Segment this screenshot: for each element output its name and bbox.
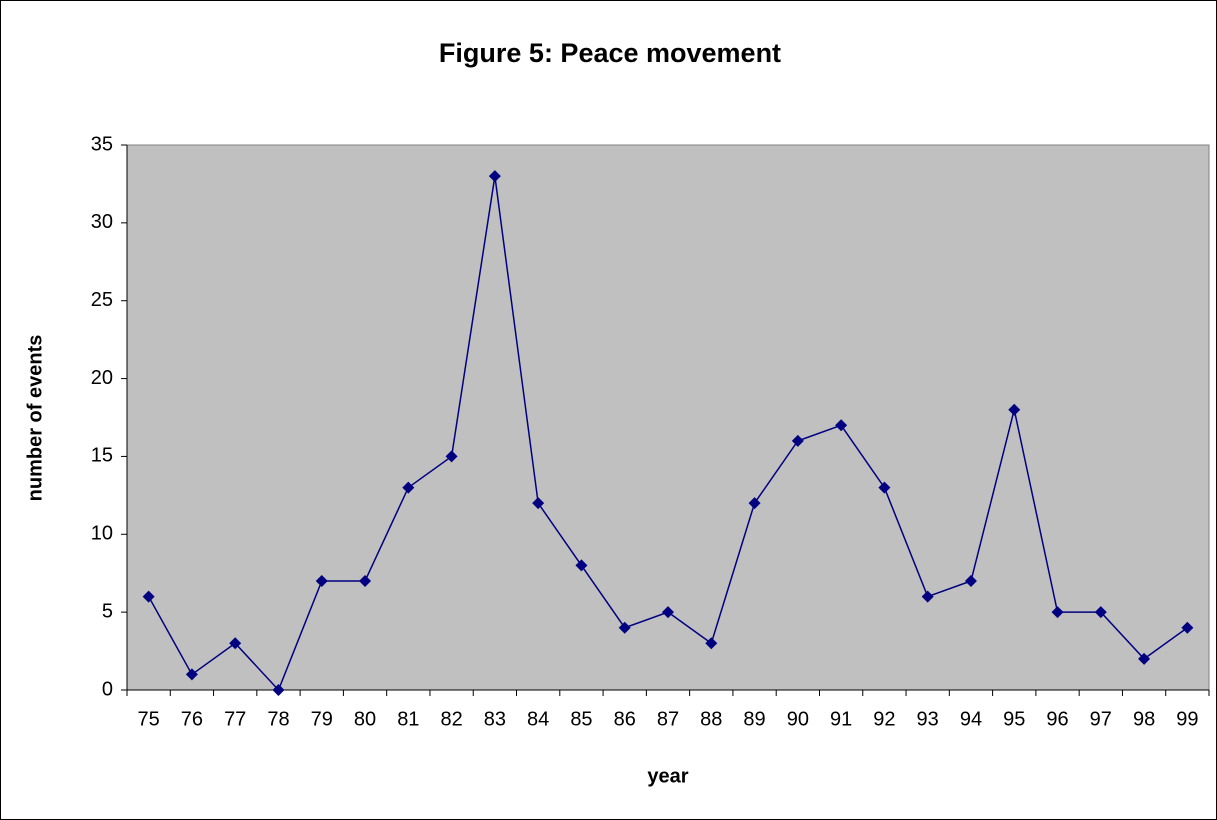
x-tick-label: 84 [527, 708, 549, 730]
x-tick-label: 76 [181, 708, 203, 730]
data-point [791, 434, 804, 447]
y-tick-label: 25 [91, 289, 113, 311]
y-tick-label: 0 [102, 678, 113, 700]
data-point [229, 637, 242, 650]
x-tick-label: 89 [743, 708, 765, 730]
data-point [1094, 606, 1107, 619]
data-point [748, 497, 761, 510]
x-tick-label: 78 [267, 708, 289, 730]
x-tick-label: 98 [1133, 708, 1155, 730]
y-tick-label: 10 [91, 523, 113, 545]
x-tick-label: 82 [440, 708, 462, 730]
data-point [359, 575, 372, 587]
x-tick-label: 85 [570, 708, 592, 730]
data-point [532, 497, 545, 510]
x-tick-label: 91 [830, 708, 852, 730]
y-tick-label: 15 [91, 445, 113, 467]
chart-title: Figure 5: Peace movement [439, 38, 781, 68]
data-point [618, 621, 631, 634]
data-point [445, 450, 458, 463]
data-point [662, 606, 674, 619]
x-tick-label: 83 [484, 708, 506, 730]
data-point [1138, 652, 1151, 665]
data-point [878, 481, 891, 494]
x-tick-label: 92 [873, 708, 895, 730]
x-tick-label: 97 [1090, 708, 1112, 730]
data-point [705, 637, 718, 650]
data-point [1008, 403, 1021, 416]
data-point [315, 575, 328, 587]
x-tick-label: 79 [311, 708, 333, 730]
data-point [142, 590, 155, 603]
y-tick-label: 30 [91, 211, 113, 233]
x-tick-label: 75 [138, 708, 160, 730]
data-point [185, 668, 198, 681]
data-point [964, 575, 977, 587]
data-point [835, 419, 848, 432]
x-tick-label: 94 [960, 708, 982, 730]
data-point [402, 481, 415, 494]
x-axis-label: year [647, 765, 688, 787]
x-tick-label: 99 [1176, 708, 1198, 730]
x-tick-label: 77 [224, 708, 246, 730]
y-axis-label: number of events [24, 335, 46, 502]
data-point [488, 170, 501, 183]
x-tick-label: 95 [1003, 708, 1025, 730]
x-tick-label: 80 [354, 708, 376, 730]
data-point [575, 559, 588, 572]
x-tick-label: 90 [787, 708, 809, 730]
x-tick-label: 96 [1046, 708, 1068, 730]
y-tick-label: 20 [91, 367, 113, 389]
x-tick-label: 93 [917, 708, 939, 730]
x-tick-label: 81 [397, 708, 419, 730]
data-point [1181, 621, 1194, 634]
x-tick-label: 87 [657, 708, 679, 730]
data-point [272, 684, 285, 696]
data-point [1051, 606, 1064, 619]
data-point [921, 590, 934, 603]
y-tick-label: 35 [91, 133, 113, 155]
x-tick-label: 88 [700, 708, 722, 730]
x-tick-label: 86 [614, 708, 636, 730]
plot-area [126, 144, 1210, 691]
y-tick-label: 5 [102, 600, 113, 622]
